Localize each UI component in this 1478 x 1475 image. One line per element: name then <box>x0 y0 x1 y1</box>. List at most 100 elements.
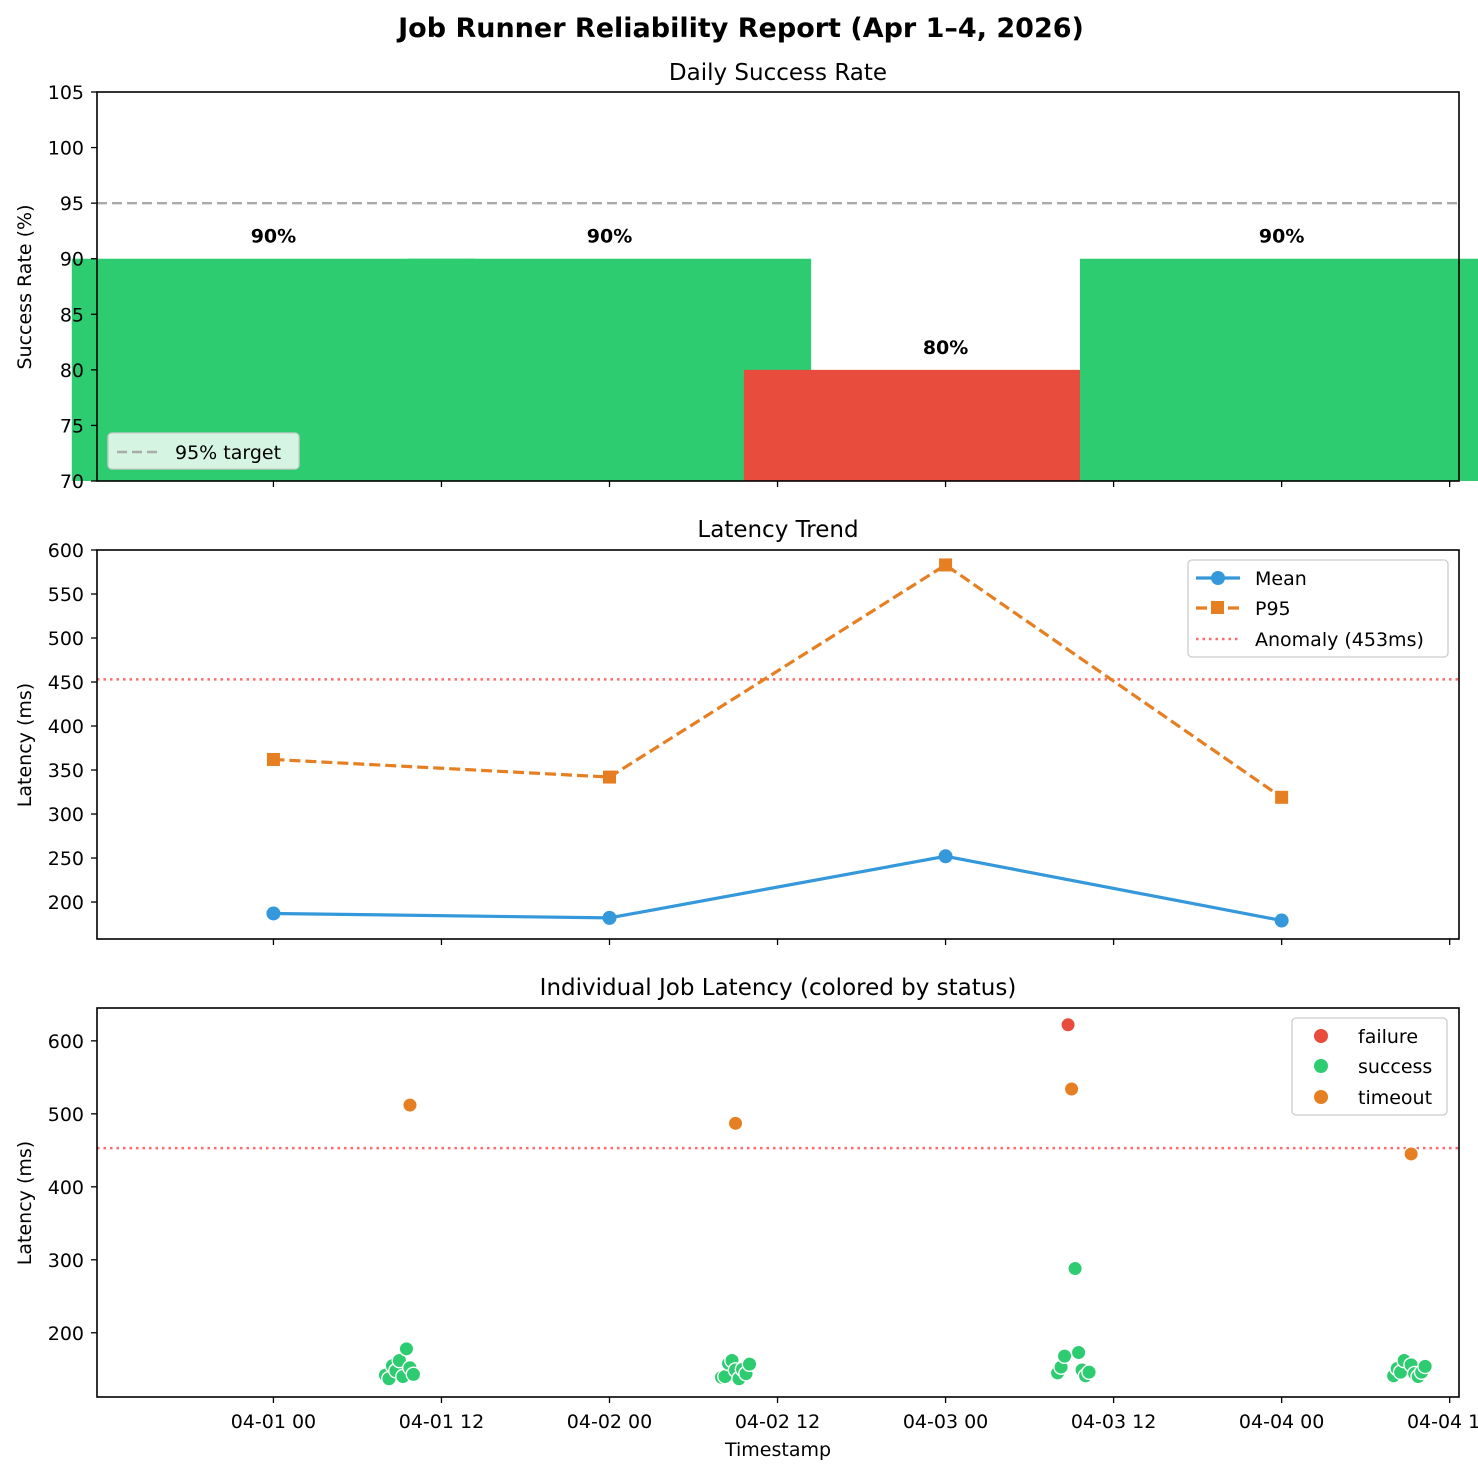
x-axis-label: Timestamp <box>724 1439 831 1461</box>
job-latency-yaxis: 200 300 400 500 600 <box>48 1031 97 1345</box>
legend-success-marker <box>1314 1059 1328 1073</box>
success-rate-panel: Daily Success Rate Success Rate (%) 90% 9… <box>14 60 1478 493</box>
latency-trend-yaxis: 200 250 300 350 400 450 500 550 600 <box>48 540 97 914</box>
x-tick-label: 04-01 00 <box>231 1411 316 1433</box>
success-rate-bar-labels: 90% 90% 80% 90% <box>251 226 1305 359</box>
y-tick-label: 80 <box>60 360 84 382</box>
job-latency-legend: failure success timeout <box>1291 1017 1448 1116</box>
job-point-success <box>1417 1358 1434 1375</box>
y-tick-label: 85 <box>60 304 84 326</box>
job-point-success <box>741 1356 758 1373</box>
legend-timeout-marker <box>1314 1090 1328 1104</box>
series-point-p95 <box>1275 790 1289 804</box>
y-tick-label: 300 <box>48 1250 84 1272</box>
latency-trend-series <box>266 558 1289 928</box>
legend-timeout-label: timeout <box>1358 1087 1432 1109</box>
latency-trend-xaxis <box>272 939 1451 945</box>
series-point-mean <box>1274 913 1289 928</box>
job-point-timeout <box>1063 1081 1080 1097</box>
y-tick-label: 600 <box>48 1031 84 1053</box>
y-tick-label: 500 <box>48 1104 84 1126</box>
job-latency-frame <box>96 1007 1460 1398</box>
latency-trend-ylabel: Latency (ms) <box>14 683 36 807</box>
job-point-success <box>405 1366 422 1383</box>
y-tick-label: 75 <box>60 415 84 437</box>
series-point-mean <box>602 910 617 925</box>
bar-value-label: 90% <box>587 226 632 248</box>
job-point-success <box>1056 1348 1073 1365</box>
legend-box <box>1187 559 1449 658</box>
series-point-mean <box>938 849 953 864</box>
y-tick-label: 400 <box>48 716 84 738</box>
bar-value-label: 80% <box>923 337 968 359</box>
figure-title: Job Runner Reliability Report (Apr 1–4, … <box>396 13 1084 44</box>
bar-value-label: 90% <box>251 226 296 248</box>
y-tick-label: 200 <box>48 1323 84 1345</box>
job-point-success <box>398 1340 415 1357</box>
x-tick-label: 04-03 12 <box>1071 1411 1156 1433</box>
job-point-success <box>1070 1344 1087 1361</box>
job-latency-points <box>377 1016 1434 1387</box>
series-point-p95 <box>266 752 280 766</box>
y-tick-label: 200 <box>48 892 84 914</box>
job-latency-title: Individual Job Latency (colored by statu… <box>540 975 1017 1001</box>
bar-value-label: 90% <box>1259 226 1304 248</box>
legend-mean-marker <box>1211 571 1225 585</box>
x-tick-label: 04-02 12 <box>735 1411 820 1433</box>
y-tick-label: 70 <box>60 471 84 493</box>
y-tick-label: 300 <box>48 804 84 826</box>
success-rate-frame <box>96 91 1460 482</box>
series-line-mean <box>273 854 1282 923</box>
x-tick-label: 04-04 00 <box>1239 1411 1324 1433</box>
x-tick-label: 04-02 00 <box>567 1411 652 1433</box>
latency-trend-panel: Latency Trend Latency (ms) 200 250 300 350 4… <box>14 517 1460 945</box>
legend-failure-marker <box>1314 1029 1328 1043</box>
success-rate-bars <box>71 258 1478 481</box>
x-tick-label: 04-03 00 <box>903 1411 988 1433</box>
legend-failure-label: failure <box>1358 1026 1418 1048</box>
y-tick-label: 600 <box>48 540 84 562</box>
legend-p95-marker <box>1211 601 1224 614</box>
latency-trend-frame <box>96 549 1460 940</box>
success-rate-legend: 95% target <box>107 432 300 470</box>
y-tick-label: 100 <box>48 138 84 160</box>
y-tick-label: 400 <box>48 1177 84 1199</box>
y-tick-label: 90 <box>60 249 84 271</box>
series-point-p95 <box>603 770 617 784</box>
y-tick-label: 350 <box>48 760 84 782</box>
success-rate-xaxis <box>272 481 1451 487</box>
success-rate-bar <box>1079 258 1478 481</box>
legend-target-label: 95% target <box>175 442 281 464</box>
legend-success-label: success <box>1358 1056 1432 1078</box>
job-point-timeout <box>402 1097 418 1113</box>
success-rate-yaxis: 70 75 80 85 90 95 100 105 <box>48 82 97 493</box>
latency-trend-title: Latency Trend <box>697 517 858 543</box>
y-tick-label: 450 <box>48 672 84 694</box>
legend-anomaly-label: Anomaly (453ms) <box>1255 629 1424 651</box>
latency-trend-legend: Mean P95 Anomaly (453ms) <box>1187 559 1449 658</box>
job-latency-xaxis: 04-01 00 04-01 12 04-02 00 04-02 12 04-03 00… <box>231 1397 1478 1433</box>
job-point-failure <box>1060 1016 1076 1033</box>
job-point-timeout <box>1403 1146 1420 1162</box>
job-point-success <box>1081 1364 1097 1381</box>
job-point-timeout <box>727 1115 744 1132</box>
y-tick-label: 500 <box>48 628 84 650</box>
series-point-p95 <box>939 558 953 572</box>
legend-box <box>1291 1017 1448 1116</box>
job-latency-panel: Individual Job Latency (colored by statu… <box>14 975 1478 1461</box>
series-point-mean <box>266 906 281 921</box>
y-tick-label: 95 <box>60 193 84 215</box>
y-tick-label: 550 <box>48 584 84 606</box>
job-point-success <box>1067 1260 1083 1277</box>
success-rate-title: Daily Success Rate <box>669 60 887 86</box>
success-rate-ylabel: Success Rate (%) <box>14 204 36 369</box>
x-tick-label: 04-01 12 <box>399 1411 484 1433</box>
job-latency-ylabel: Latency (ms) <box>14 1141 36 1265</box>
y-tick-label: 250 <box>48 848 84 870</box>
legend-mean-label: Mean <box>1255 568 1307 590</box>
legend-box <box>107 432 300 470</box>
series-line-p95 <box>273 563 1283 799</box>
legend-p95-label: P95 <box>1255 598 1291 620</box>
